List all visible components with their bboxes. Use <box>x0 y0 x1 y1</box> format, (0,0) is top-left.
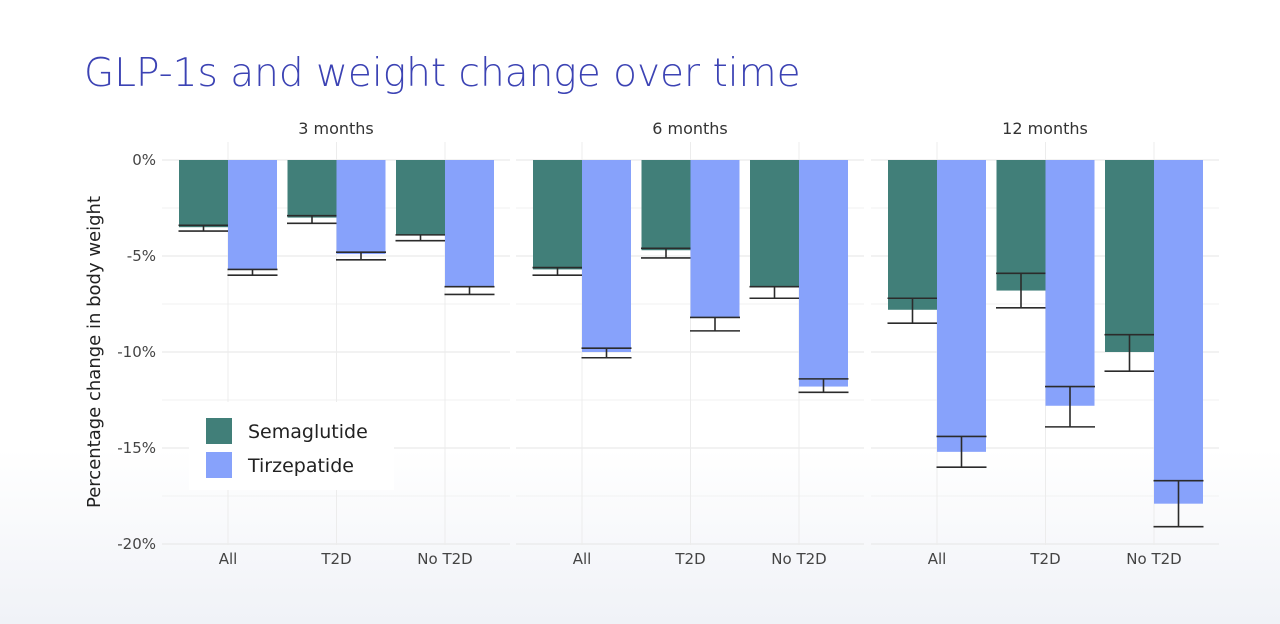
y-tick-label: -10% <box>117 343 156 361</box>
legend-swatch <box>206 418 232 444</box>
x-tick-label: All <box>928 550 947 568</box>
x-tick-label: No T2D <box>417 550 472 568</box>
x-tick-label: No T2D <box>771 550 826 568</box>
y-tick-label: 0% <box>132 151 156 169</box>
x-tick-label: All <box>573 550 592 568</box>
bar <box>641 160 691 251</box>
bar <box>287 160 337 218</box>
x-tick-label: T2D <box>1029 550 1060 568</box>
bar <box>533 160 582 270</box>
y-tick-label: -5% <box>127 247 156 265</box>
bar <box>1154 160 1203 504</box>
bar <box>937 160 986 452</box>
bar <box>445 160 494 287</box>
y-tick-label: -20% <box>117 535 156 553</box>
legend-label: Tirzepatide <box>247 455 354 477</box>
bar <box>336 160 386 255</box>
bar <box>750 160 799 287</box>
bar <box>228 160 277 270</box>
x-tick-label: All <box>219 550 238 568</box>
x-tick-label: No T2D <box>1126 550 1181 568</box>
bar <box>582 160 631 352</box>
bar <box>888 160 937 310</box>
legend-swatch <box>206 452 232 478</box>
x-tick-label: T2D <box>320 550 351 568</box>
y-axis-label: Percentage change in body weight <box>84 196 105 508</box>
y-tick-label: -15% <box>117 439 156 457</box>
facet-label: 12 months <box>1002 119 1088 138</box>
bar <box>179 160 228 228</box>
bar <box>996 160 1046 291</box>
bar <box>396 160 445 235</box>
legend-label: Semaglutide <box>248 421 368 443</box>
bar <box>690 160 740 318</box>
bar <box>1105 160 1154 352</box>
chart-title: GLP-1s and weight change over time <box>84 51 801 96</box>
facet-label: 6 months <box>652 119 728 138</box>
facet-label: 3 months <box>298 119 374 138</box>
x-tick-label: T2D <box>674 550 705 568</box>
bar <box>1045 160 1095 406</box>
bar <box>799 160 848 387</box>
